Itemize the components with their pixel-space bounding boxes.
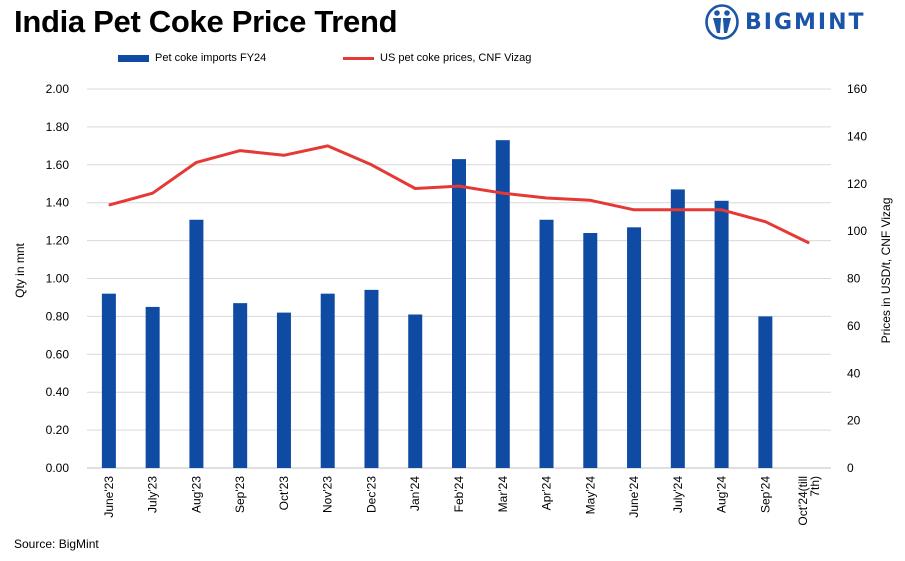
price-point-Jan'24 (414, 187, 416, 189)
bar-June'23 (101, 293, 116, 468)
y-left-tick-label: 1.40 (46, 196, 70, 210)
bar-Aug'24 (714, 200, 729, 468)
bar-Feb'24 (452, 159, 466, 469)
bigmint-logo-icon (705, 4, 739, 40)
y-right-tick-label: 100 (847, 224, 867, 238)
x-tick-label: May'24 (583, 476, 597, 515)
price-point-Mar'24 (502, 192, 504, 194)
price-point-July'23 (152, 192, 154, 194)
y-right-axis-title: Prices in USD/t, CNF Vizag (879, 198, 893, 344)
x-tick-label: Nov'23 (321, 476, 335, 513)
bar-Oct'23 (276, 312, 291, 468)
x-tick-label: Oct'23 (277, 476, 291, 511)
y-left-tick-label: 1.20 (46, 234, 70, 248)
legend-label-prices: US pet coke prices, CNF Vizag (380, 52, 532, 64)
x-tick-label: Dec'23 (364, 476, 378, 513)
bar-Sep'24 (758, 316, 773, 468)
y-left-tick-label: 0.60 (46, 347, 70, 361)
x-tick-label: Mar'24 (496, 476, 510, 513)
price-point-June'24 (633, 209, 635, 211)
x-tick-label: Aug'23 (189, 476, 203, 513)
bar-July'24 (670, 189, 685, 468)
x-tick-label: July'23 (146, 476, 160, 513)
bar-May'24 (583, 233, 598, 468)
price-point-Aug'23 (195, 161, 197, 163)
legend-bar-swatch (118, 54, 149, 62)
bar-June'24 (627, 227, 642, 468)
price-point-Oct'23 (283, 154, 285, 156)
chart-legend: Pet coke imports FY24 US pet coke prices… (0, 52, 905, 70)
bar-Nov'23 (320, 293, 335, 468)
x-tick-label: June'23 (102, 476, 116, 518)
bar-Aug'23 (189, 219, 204, 468)
x-tick-label: Sep'24 (758, 476, 772, 513)
x-tick-label: July'24 (671, 476, 685, 513)
y-right-tick-label: 40 (847, 366, 861, 380)
legend-item-imports: Pet coke imports FY24 (118, 52, 266, 64)
price-point-July'24 (677, 209, 679, 211)
source-note: Source: BigMint (14, 537, 99, 551)
bar-Dec'23 (364, 289, 379, 468)
y-left-tick-label: 0.00 (46, 461, 70, 475)
bar-Jan'24 (408, 314, 423, 468)
brand-name: BIGMINT (745, 9, 866, 35)
y-left-axis-title: Qty in mnt (13, 242, 27, 297)
bar-Sep'23 (233, 303, 248, 468)
bar-Mar'24 (495, 140, 510, 469)
x-tick-label: Aug'24 (715, 476, 729, 513)
y-right-tick-label: 0 (847, 461, 854, 475)
y-right-tick-label: 140 (847, 129, 867, 143)
price-point-Aug'24 (721, 209, 723, 211)
price-point-Oct'24(till 7th) (808, 242, 810, 244)
legend-line-swatch (343, 56, 374, 60)
bar-Apr'24 (539, 219, 554, 468)
y-right-tick-label: 20 (847, 414, 861, 428)
price-point-Sep'24 (764, 221, 766, 223)
price-point-Feb'24 (458, 185, 460, 187)
brand-logo: BIGMINT (705, 2, 866, 42)
bar-July'23 (145, 306, 160, 468)
y-left-tick-label: 1.80 (46, 120, 70, 134)
y-left-tick-label: 0.80 (46, 309, 70, 323)
price-point-Dec'23 (370, 164, 372, 166)
y-left-tick-label: 1.60 (46, 158, 70, 172)
price-point-Apr'24 (546, 197, 548, 199)
x-tick-label: Sep'23 (233, 476, 247, 513)
x-tick-label: Jan'24 (408, 476, 422, 511)
legend-item-prices: US pet coke prices, CNF Vizag (343, 52, 531, 64)
y-left-tick-label: 2.00 (46, 82, 70, 96)
y-left-tick-label: 1.00 (46, 272, 70, 286)
y-left-tick-label: 0.20 (46, 423, 70, 437)
price-point-May'24 (589, 199, 591, 201)
x-tick-label: Apr'24 (540, 476, 554, 511)
price-point-Nov'23 (327, 145, 329, 147)
price-point-Sep'23 (239, 150, 241, 152)
y-right-tick-label: 60 (847, 319, 861, 333)
y-right-tick-label: 160 (847, 82, 867, 96)
y-right-tick-label: 80 (847, 272, 861, 286)
price-point-June'23 (108, 204, 110, 206)
legend-label-imports: Pet coke imports FY24 (155, 52, 267, 64)
y-left-tick-label: 0.40 (46, 385, 70, 399)
x-tick-label: Feb'24 (452, 476, 466, 513)
chart-title: India Pet Coke Price Trend (14, 4, 398, 39)
y-right-tick-label: 120 (847, 177, 867, 191)
x-tick-label: June'24 (627, 476, 641, 518)
x-tick-label: Oct'24(till7th) (796, 476, 822, 526)
